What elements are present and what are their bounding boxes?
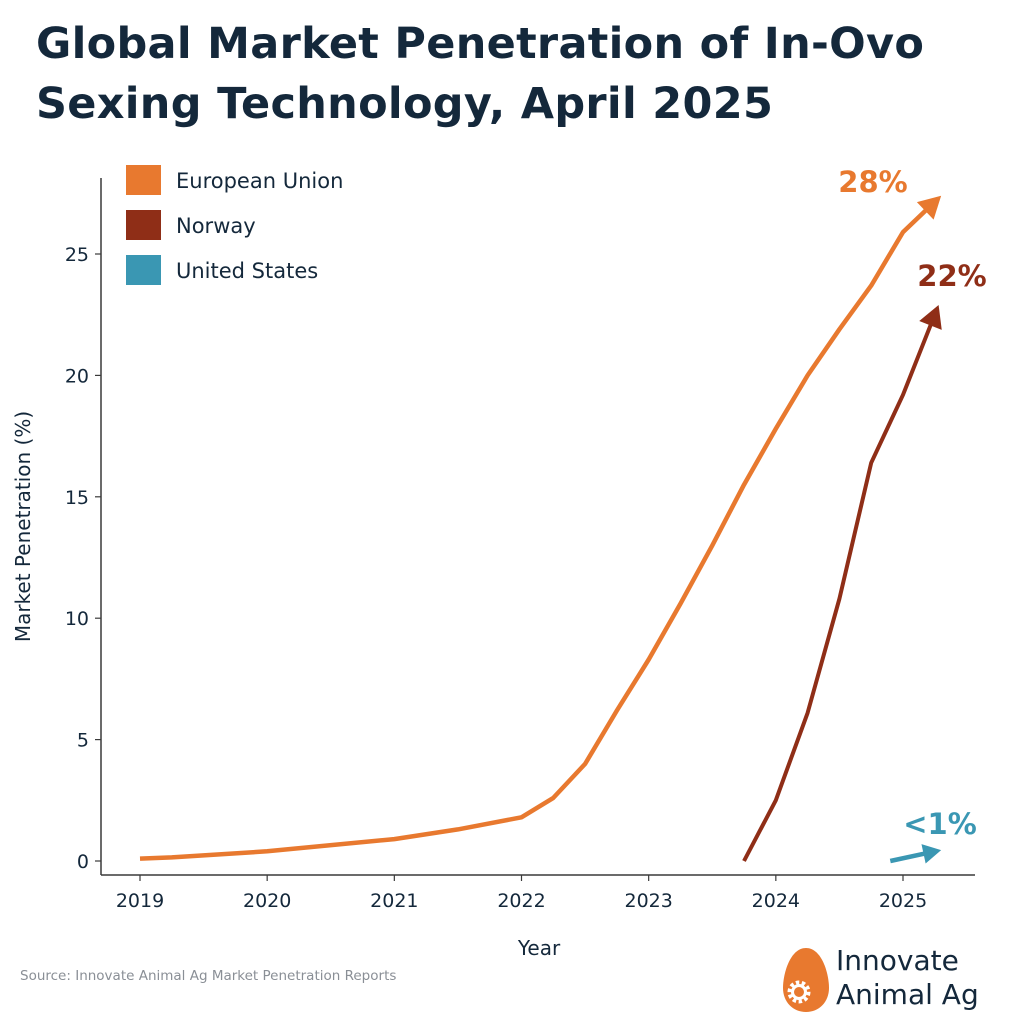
egg-gear-icon — [783, 948, 829, 1012]
x-tick-label: 2022 — [497, 890, 545, 912]
logo-line-2: Animal Ag — [836, 978, 979, 1011]
legend-swatch — [126, 255, 161, 285]
brand-logo: Innovate Animal Ag — [780, 944, 1010, 1014]
end-labels: 28% 22% <1% — [838, 165, 986, 841]
x-axis-label: Year — [517, 936, 561, 960]
end-label-united-states: <1% — [903, 807, 977, 841]
y-tick-label: 10 — [65, 608, 89, 630]
x-tick-label: 2023 — [624, 890, 672, 912]
y-tick-label: 0 — [77, 851, 89, 873]
y-tick-label: 20 — [65, 365, 89, 387]
series-lines — [139, 195, 942, 864]
x-tick-label: 2020 — [243, 890, 291, 912]
y-tick-label: 5 — [77, 730, 89, 752]
x-tick-label: 2021 — [370, 890, 418, 912]
source-note: Source: Innovate Animal Ag Market Penetr… — [20, 968, 397, 984]
logo-text: Innovate Animal Ag — [836, 944, 979, 1012]
y-axis-label: Market Penetration (%) — [11, 411, 35, 642]
series-line-norway — [742, 318, 935, 862]
arrowhead-united-states — [921, 844, 942, 864]
legend: European Union Norway United States — [126, 165, 343, 285]
y-tick-label: 15 — [65, 487, 89, 509]
series-line-european-union — [139, 204, 932, 861]
x-tick-label: 2025 — [879, 890, 927, 912]
chart-title: Global Market Penetration of In-Ovo Sexi… — [36, 19, 925, 129]
legend-swatch — [126, 165, 161, 195]
arrowhead-norway — [919, 304, 942, 330]
y-tick-label: 25 — [65, 244, 89, 266]
legend-label: Norway — [176, 214, 256, 238]
end-label-european-union: 28% — [838, 165, 907, 199]
legend-swatch — [126, 210, 161, 240]
logo-line-1: Innovate — [836, 944, 959, 977]
legend-label: European Union — [176, 169, 343, 193]
legend-label: United States — [176, 259, 318, 283]
arrowhead-european-union — [916, 195, 942, 220]
end-label-norway: 22% — [917, 259, 986, 293]
x-tick-label: 2024 — [752, 890, 800, 912]
x-tick-label: 2019 — [116, 890, 164, 912]
series-line-united-states — [889, 850, 930, 864]
